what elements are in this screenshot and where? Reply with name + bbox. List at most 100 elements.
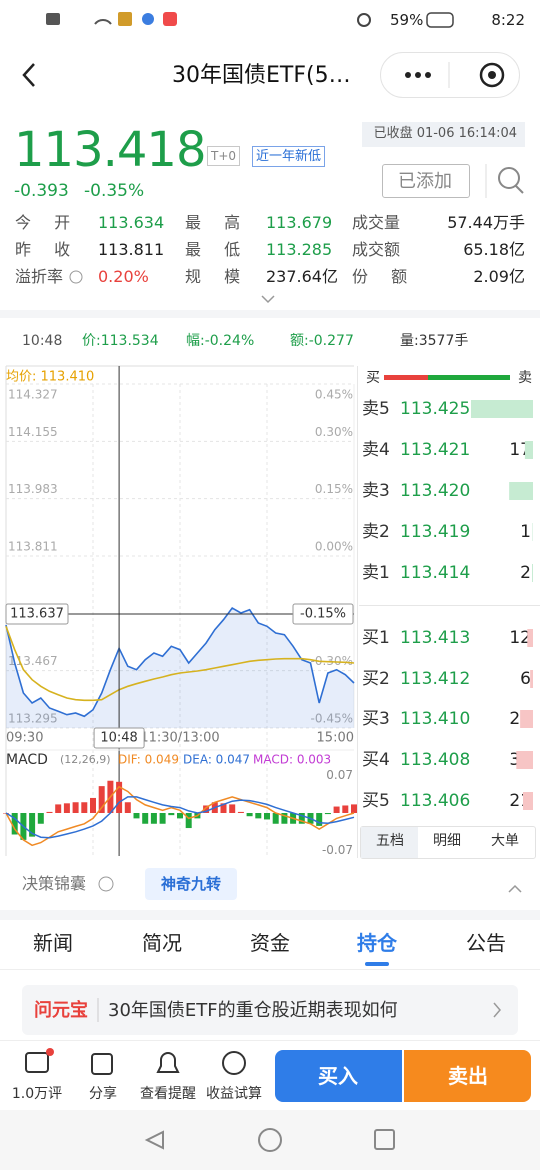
macd-bar <box>290 813 297 824</box>
price-area <box>6 608 354 728</box>
macd-bar <box>203 805 210 813</box>
watch-button-label[interactable]: 已添加 <box>398 170 452 192</box>
macd-bar <box>246 813 253 817</box>
section-tab[interactable]: 资金 <box>250 931 290 955</box>
ob-label: 卖4 <box>362 440 390 460</box>
stat-label: 昨 收 <box>15 240 71 259</box>
ob-price: 113.421 <box>400 440 471 460</box>
info-price: 价:113.534 <box>82 333 159 349</box>
macd-bar <box>324 813 331 815</box>
divider <box>0 969 540 970</box>
crosshair-time: 10:48 <box>100 731 137 746</box>
macd-bar <box>55 804 62 813</box>
comment-icon[interactable] <box>25 1052 49 1073</box>
macd-indicator: DIF: 0.049 <box>118 753 179 767</box>
ob-volume: 6 <box>520 669 531 689</box>
macd-bar <box>220 803 227 813</box>
macd-bar <box>11 813 18 835</box>
sell-button[interactable] <box>404 1050 531 1102</box>
tab-box <box>360 826 536 859</box>
ob-volume: 21 <box>509 791 531 811</box>
action-label[interactable]: 收益试算 <box>206 1086 262 1102</box>
price-change: -0.393 <box>14 181 69 201</box>
ob-price: 113.419 <box>400 522 471 542</box>
ob-volume: 12 <box>509 628 531 648</box>
ob-price: 113.412 <box>400 669 471 689</box>
stat-value: 0.20% <box>98 267 149 286</box>
section-tab[interactable]: 新闻 <box>33 931 73 955</box>
stat-label: 今 开 <box>15 213 71 232</box>
macd-bar <box>272 813 279 824</box>
ob-volume: 130 <box>498 399 531 419</box>
app-icon <box>163 12 177 26</box>
avg-price-label: 均价: 113.410 <box>6 370 94 385</box>
x-tick-label: 11:30/13:00 <box>140 731 219 746</box>
y2-tick-label: 0.00% <box>315 540 353 554</box>
market-status: 已收盘 01-06 16:14:04 <box>373 126 517 141</box>
y2-tick-label: -0.45% <box>311 712 353 726</box>
action-label[interactable]: 分享 <box>89 1086 117 1102</box>
y-tick-label: 114.327 <box>8 388 58 402</box>
separator <box>0 910 540 920</box>
info-time: 10:48 <box>22 333 63 349</box>
ob-price: 113.413 <box>400 628 471 648</box>
macd-indicator: DEA: 0.047 <box>183 753 250 767</box>
stat-label: 成交额 <box>352 240 401 259</box>
action-label[interactable]: 查看提醒 <box>140 1086 196 1102</box>
macd-bar <box>150 813 157 824</box>
tag: T+0 <box>207 146 241 166</box>
expand-button[interactable] <box>261 295 275 304</box>
tab-selected-bg <box>361 827 418 858</box>
macd-tick-label: 0.07 <box>326 768 353 782</box>
divider <box>357 366 358 858</box>
macd-bar <box>20 813 27 840</box>
share-icon[interactable] <box>91 1053 113 1075</box>
macd-bar <box>81 802 88 813</box>
status-icon <box>46 13 60 25</box>
stat-label: 规 模 <box>185 267 241 286</box>
section-tab[interactable]: 简况 <box>142 931 182 955</box>
macd-bar <box>194 813 201 819</box>
buy-label[interactable]: 买入 <box>318 1064 358 1088</box>
ob-label: 卖3 <box>362 481 390 501</box>
decision-chip[interactable]: 神奇九转 <box>160 874 221 893</box>
buy-button[interactable] <box>275 1050 402 1102</box>
sell-label[interactable]: 卖出 <box>448 1064 488 1088</box>
ob-tab[interactable]: 明细 <box>433 833 461 849</box>
crosshair-price: 113.637 <box>10 607 64 622</box>
info-volume: 量:3577手 <box>400 333 469 349</box>
ob-tab[interactable]: 五档 <box>376 833 404 849</box>
alert-icon[interactable] <box>156 1052 180 1073</box>
tag: 近一年新低 <box>252 146 326 167</box>
info-change: 幅:-0.24% <box>186 333 255 349</box>
chip-bg[interactable] <box>145 868 237 900</box>
y-tick-label: 113.983 <box>8 482 58 496</box>
ob-tab[interactable]: 大单 <box>491 833 519 849</box>
macd-bar <box>46 811 53 813</box>
x-tick-label: 15:00 <box>317 731 354 746</box>
stat-label: 份 额 <box>352 267 408 286</box>
macd-bar <box>237 811 244 813</box>
macd-bar <box>72 802 79 813</box>
macd-bar <box>63 803 70 813</box>
banner-bg[interactable] <box>22 985 518 1035</box>
stat-label: 成交量 <box>352 213 401 232</box>
collapse-button[interactable] <box>508 884 522 893</box>
stat-value: 113.285 <box>266 240 333 259</box>
ob-label: 买5 <box>362 791 390 811</box>
macd-bar <box>211 802 218 813</box>
stat-value: 113.634 <box>98 213 165 232</box>
macd-title: MACD <box>6 752 48 768</box>
crosshair-label-bg <box>93 727 145 749</box>
ratio-bar <box>428 375 510 380</box>
section-tab[interactable]: 持仓 <box>357 931 397 955</box>
nav-bar <box>0 1110 540 1170</box>
section-tab[interactable]: 公告 <box>466 931 506 955</box>
watch-button[interactable] <box>382 164 470 198</box>
action-label[interactable]: 1.0万评 <box>11 1086 63 1102</box>
macd-bar <box>133 813 140 819</box>
ob-head: 买 <box>366 370 380 386</box>
avg-price-line <box>5 626 355 702</box>
back-button[interactable] <box>22 63 35 87</box>
crosshair-label-bg <box>292 603 354 625</box>
